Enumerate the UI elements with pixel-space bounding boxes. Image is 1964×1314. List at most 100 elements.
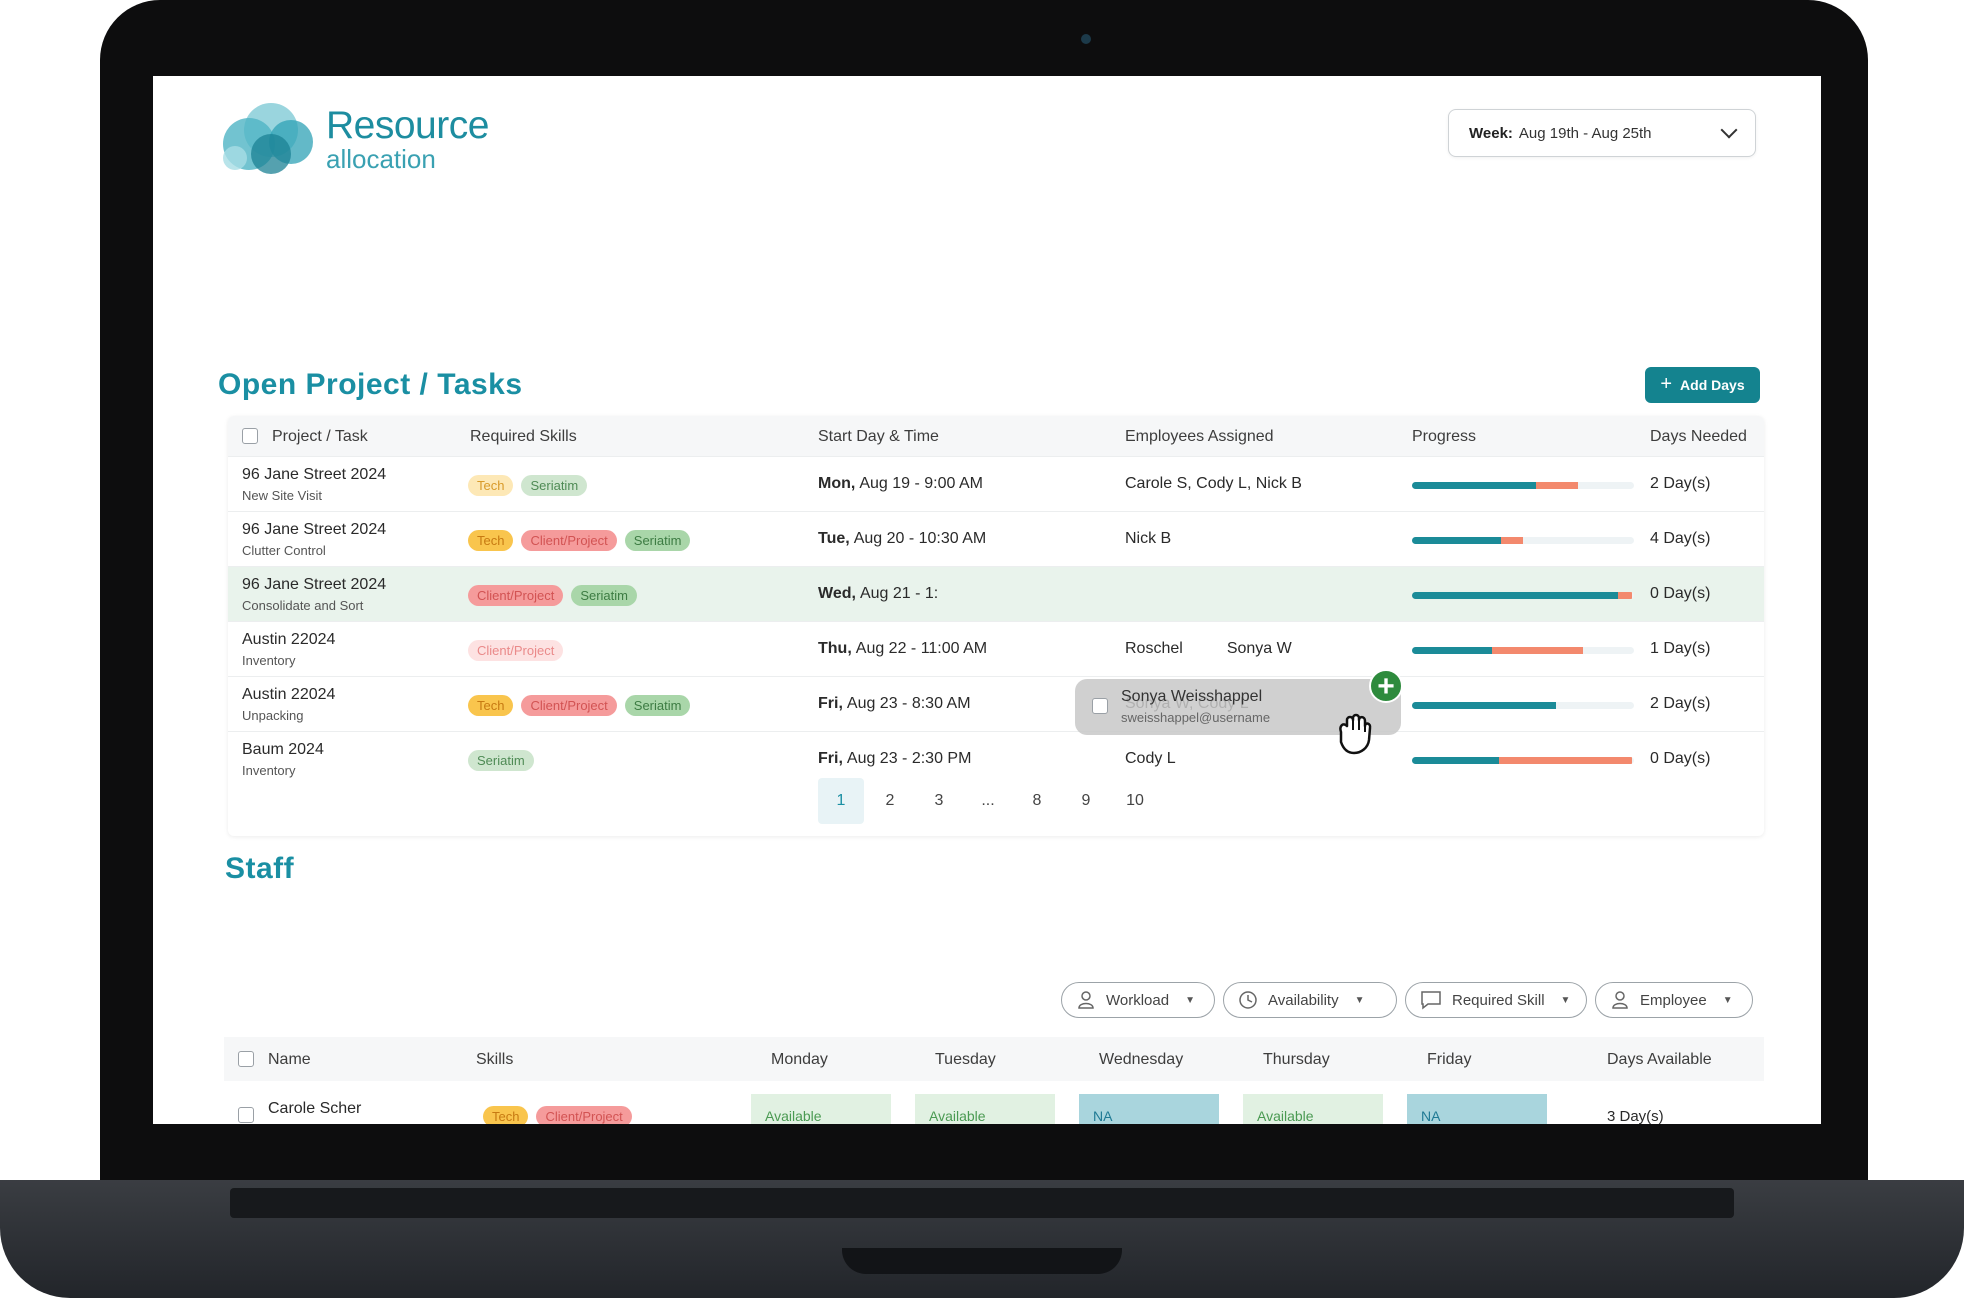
column-header[interactable]: Days Needed (1650, 428, 1747, 445)
availability-cell[interactable]: Available (915, 1094, 1055, 1124)
page-button[interactable]: 1 (818, 778, 864, 824)
employee-name: Sonya Weisshappel (1121, 688, 1263, 705)
add-days-button[interactable]: + Add Days (1645, 367, 1760, 403)
employees-text: Roschel (1125, 640, 1183, 657)
required-skills: Client/Project Seriatim (468, 585, 637, 606)
table-row[interactable]: 96 Jane Street 2024 New Site Visit Tech Ser… (228, 456, 1764, 512)
table-row[interactable]: 96 Jane Street 2024 Consolidate and Sort C… (228, 566, 1764, 622)
projects-title: Open Project / Tasks (218, 368, 523, 401)
progress-bar (1412, 537, 1634, 544)
availability-filter[interactable]: Availability ▼ (1223, 982, 1397, 1018)
column-header[interactable]: Tuesday (935, 1051, 996, 1068)
task-name: Inventory (242, 653, 296, 668)
page-button[interactable]: 2 (885, 792, 895, 809)
caret-down-icon: ▼ (1354, 994, 1365, 1006)
column-header[interactable]: Start Day & Time (818, 428, 939, 445)
column-header[interactable]: Skills (476, 1051, 514, 1068)
task-name: Clutter Control (242, 543, 326, 558)
add-employee-icon[interactable]: + (1369, 669, 1403, 703)
staff-skills: Tech Client/Project (483, 1106, 632, 1124)
page-button[interactable]: 9 (1081, 792, 1091, 809)
start-time: Aug 23 - 8:30 AM (846, 695, 971, 712)
task-name: Inventory (242, 763, 296, 778)
staff-row-checkbox[interactable] (238, 1107, 254, 1123)
column-header[interactable]: Friday (1427, 1051, 1472, 1068)
start-time: Aug 21 - 1: (859, 585, 939, 602)
column-header[interactable]: Monday (771, 1051, 828, 1068)
table-row[interactable]: Austin 22024 Unpacking Tech Client/Project S… (228, 676, 1764, 732)
select-all-staff-checkbox[interactable] (238, 1051, 254, 1067)
availability-text: Available (929, 1108, 986, 1124)
project-name: Austin 22024 (242, 631, 336, 648)
pagination-ellipsis: ... (981, 792, 995, 809)
task-name: Consolidate and Sort (242, 598, 364, 613)
column-header[interactable]: Required Skills (470, 428, 577, 445)
chevron-down-icon (1720, 121, 1738, 139)
project-name: 96 Jane Street 2024 (242, 576, 387, 593)
grab-hand-icon (1339, 713, 1372, 755)
column-header[interactable]: Progress (1412, 428, 1477, 445)
employee-checkbox[interactable] (1092, 698, 1108, 714)
column-header[interactable]: Days Available (1607, 1051, 1712, 1068)
column-header[interactable]: Thursday (1263, 1051, 1330, 1068)
availability-cell[interactable]: NA (1407, 1094, 1547, 1124)
progress-remaining (1618, 592, 1632, 599)
days-needed: 4 Day(s) (1650, 530, 1711, 547)
progress-remaining (1500, 537, 1523, 544)
project-name: 96 Jane Street 2024 (242, 466, 387, 483)
person-icon (1076, 990, 1096, 1010)
days-needed: 2 Day(s) (1650, 695, 1711, 712)
project-name: Austin 22024 (242, 686, 336, 703)
column-header[interactable]: Employees Assigned (1125, 428, 1274, 445)
page-button[interactable]: 3 (934, 792, 944, 809)
start-day: Tue, (818, 530, 850, 547)
staff-name: Carole Scher (268, 1100, 362, 1117)
availability-text: Available (1257, 1108, 1314, 1124)
days-needed: 1 Day(s) (1650, 640, 1711, 657)
table-row[interactable]: 96 Jane Street 2024 Clutter Control Tech Cl… (228, 511, 1764, 567)
days-needed: 0 Day(s) (1650, 750, 1711, 767)
start-day-time: Fri, Aug 23 - 8:30 AM (818, 695, 971, 713)
employee-filter[interactable]: Employee ▼ (1595, 982, 1753, 1018)
skill-tag: Tech (483, 1106, 529, 1124)
availability-cell[interactable]: NA (1079, 1094, 1219, 1124)
employees-text: Nick B (1125, 530, 1172, 547)
skill-tag: Tech (468, 475, 514, 496)
workload-filter[interactable]: Workload ▼ (1061, 982, 1215, 1018)
filter-label: Workload (1106, 991, 1170, 1009)
days-needed: 2 Day(s) (1650, 475, 1711, 492)
start-day: Fri, (818, 695, 843, 712)
employees-text: Cody L (1125, 750, 1176, 767)
page-button[interactable]: 10 (1126, 792, 1144, 809)
column-header[interactable]: Name (268, 1051, 311, 1068)
table-row[interactable]: Austin 22024 Inventory Client/Project Thu, A… (228, 621, 1764, 677)
progress-done (1412, 537, 1501, 544)
employee-username: sweisshappel@username (1121, 710, 1271, 725)
column-header[interactable]: Project / Task (272, 428, 368, 445)
availability-cell[interactable]: Available (751, 1094, 891, 1124)
start-time: Aug 20 - 10:30 AM (853, 530, 987, 547)
table-row[interactable]: Baum 2024 Inventory Seriatim Fri, Aug 23 - 2… (228, 731, 1764, 787)
task-name: New Site Visit (242, 488, 322, 503)
week-label: Week: (1469, 124, 1513, 142)
start-day-time: Fri, Aug 23 - 2:30 PM (818, 750, 971, 768)
week-selector[interactable]: Week: Aug 19th - Aug 25th (1448, 109, 1756, 157)
filter-label: Required Skill (1452, 991, 1545, 1009)
page-button[interactable]: 8 (1032, 792, 1042, 809)
progress-done (1412, 757, 1499, 764)
skill-tag: Client/Project (521, 530, 617, 551)
select-all-checkbox[interactable] (242, 428, 258, 444)
column-header[interactable]: Wednesday (1099, 1051, 1184, 1068)
availability-cell[interactable]: Available (1243, 1094, 1383, 1124)
progress-bar (1412, 702, 1634, 709)
start-day: Mon, (818, 475, 856, 492)
caret-down-icon: ▼ (1722, 994, 1733, 1006)
skill-tag: Seriatim (624, 695, 691, 716)
skill-tag: Seriatim (571, 585, 637, 606)
progress-remaining (1491, 647, 1583, 654)
progress-done (1412, 647, 1492, 654)
app-screen: Resource allocation Week: Aug 19th - Aug… (153, 76, 1821, 1124)
required-skill-filter[interactable]: Required Skill ▼ (1405, 982, 1587, 1018)
skill-tag: Seriatim (468, 750, 534, 771)
employees-assigned: Cody L (1125, 750, 1176, 768)
